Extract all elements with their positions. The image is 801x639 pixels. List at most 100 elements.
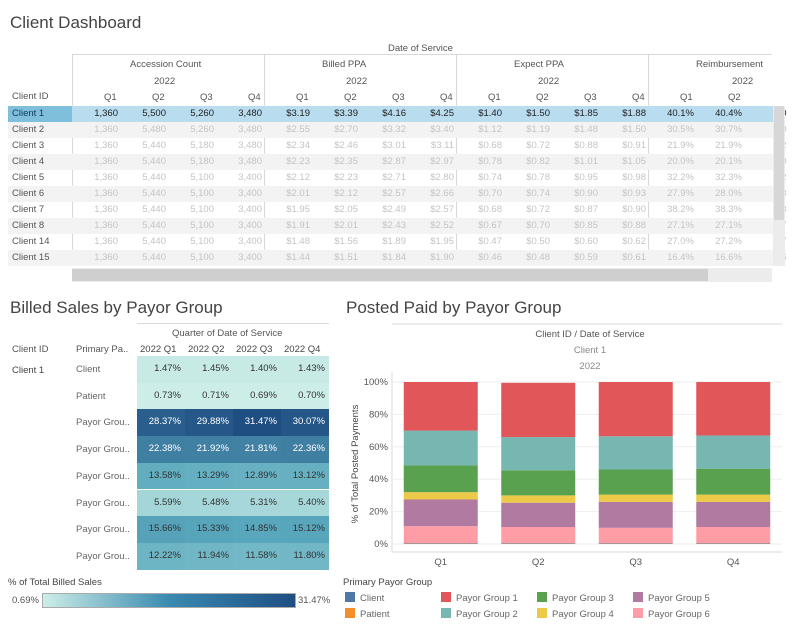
client-id[interactable]: Client 14 [12,236,50,247]
pp-legend-item[interactable]: Payor Group 6 [633,608,710,620]
hm-cell[interactable]: 11.58% [233,542,281,570]
pp-bar-segment[interactable] [403,526,478,544]
pp-legend-item[interactable]: Client [345,592,384,604]
pp-legend-item[interactable]: Payor Group 3 [537,592,614,604]
hm-cell[interactable]: 13.29% [185,462,233,490]
hm-cell[interactable]: 0.73% [137,382,185,410]
crosstab-row[interactable]: Client 5 1,360 5,440 5,100 3,400 $2.12 $2.23 $2… [8,170,787,186]
hm-cell[interactable]: 5.48% [185,489,233,517]
crosstab-row[interactable]: Client 14 1,360 5,440 5,100 3,400 $1.48 $1.56 $… [8,234,787,250]
pp-bar-segment[interactable] [501,495,576,503]
pp-bar-segment[interactable] [598,382,673,437]
client-id-header: Client ID [12,91,49,102]
client-id[interactable]: Client 3 [12,140,45,151]
crosstab-row[interactable]: Client 1 1,360 5,500 5,260 3,480 $3.19 $3.39 $4… [8,106,787,122]
client-id[interactable]: Client 2 [12,124,45,135]
crosstab-cell: $2.23 [334,172,358,183]
quarter-header: Q3 [584,92,597,103]
pp-bar-segment[interactable] [598,527,673,544]
hm-cell[interactable]: 5.59% [137,489,185,517]
pp-bar-segment[interactable] [696,382,771,436]
pp-bar-segment[interactable] [501,470,576,496]
pp-bar-segment[interactable] [501,437,576,471]
crosstab-row[interactable]: Client 15 1,360 5,440 5,100 3,400 $1.44 $1.51 $… [8,250,787,266]
pp-bar-segment[interactable] [501,382,576,438]
hm-cell[interactable]: 11.80% [281,542,329,570]
crosstab-row[interactable]: Client 2 1,360 5,480 5,260 3,480 $2.55 $2.70 $3… [8,122,787,138]
crosstab-vscroll-thumb[interactable] [774,106,784,220]
pp-legend-label: Payor Group 6 [648,609,710,620]
hm-cell[interactable]: 12.22% [137,542,185,570]
hm-cell[interactable]: 22.36% [281,436,329,463]
pp-bar-segment[interactable] [598,436,673,470]
hm-cell[interactable]: 21.92% [185,436,233,463]
pp-bar-segment[interactable] [403,492,478,500]
hm-cell[interactable]: 15.33% [185,516,233,543]
crosstab-row[interactable]: Client 7 1,360 5,440 5,100 3,400 $1.95 $2.05 $2… [8,202,787,218]
client-id[interactable]: Client 7 [12,204,45,215]
pp-xtick: Q3 [629,557,642,568]
hm-cell[interactable]: 28.37% [137,409,185,437]
pp-legend-item[interactable]: Payor Group 2 [441,608,518,620]
pp-bar-segment[interactable] [696,468,771,495]
crosstab-hscrollbar[interactable] [72,268,772,282]
pp-bar-segment[interactable] [696,435,771,469]
hm-cell[interactable]: 1.45% [185,356,233,383]
hm-cell[interactable]: 0.70% [281,382,329,410]
hm-cell[interactable]: 22.38% [137,436,185,463]
hm-cell[interactable]: 31.47% [233,409,281,437]
hm-cell[interactable]: 5.31% [233,489,281,517]
crosstab-cell: 3,400 [238,220,262,231]
crosstab-row[interactable]: Client 6 1,360 5,440 5,100 3,400 $2.01 $2.12 $2… [8,186,787,202]
crosstab-cell: 38.2% [667,204,694,215]
crosstab-cell: $0.88 [622,220,646,231]
hm-cell[interactable]: 0.71% [185,382,233,410]
client-id[interactable]: Client 15 [12,252,50,263]
pp-bar-segment[interactable] [696,526,771,544]
hm-cell[interactable]: 13.58% [137,462,185,490]
pp-legend-label: Payor Group 2 [456,609,518,620]
crosstab-cell: 21.9% [667,140,694,151]
hm-cell[interactable]: 15.66% [137,516,185,543]
hm-cell[interactable]: 15.12% [281,516,329,543]
client-id[interactable]: Client 8 [12,220,45,231]
quarter-header: Q1 [680,92,693,103]
pp-bar-segment[interactable] [696,494,771,502]
pp-bar-segment[interactable] [403,430,478,466]
hm-cell[interactable]: 30.07% [281,409,329,437]
hm-cell[interactable]: 12.89% [233,462,281,490]
pp-legend-item[interactable]: Payor Group 1 [441,592,518,604]
crosstab-row[interactable]: Client 4 1,360 5,440 5,180 3,480 $2.23 $2.35 $2… [8,154,787,170]
client-id[interactable]: Client 5 [12,172,45,183]
pp-bar-segment[interactable] [403,465,478,493]
pp-bar-segment[interactable] [403,382,478,431]
pp-bar-segment[interactable] [598,494,673,502]
hm-cell[interactable]: 13.12% [281,462,329,490]
client-id[interactable]: Client 1 [8,106,72,122]
crosstab-hscroll-thumb[interactable] [72,269,708,281]
hm-cell[interactable]: 5.40% [281,489,329,517]
crosstab-row[interactable]: Client 8 1,360 5,440 5,100 3,400 $1.91 $2.01 $2… [8,218,787,234]
hm-cell[interactable]: 1.47% [137,356,185,383]
hm-cell[interactable]: 11.94% [185,542,233,570]
pp-legend-item[interactable]: Patient [345,608,390,620]
pp-bar-segment[interactable] [403,499,478,527]
crosstab-row[interactable]: Client 3 1,360 5,440 5,180 3,480 $2.34 $2.46 $3… [8,138,787,154]
quarter-header: Q2 [728,92,741,103]
pp-bar-segment[interactable] [501,526,576,544]
pp-bar-segment[interactable] [598,469,673,495]
crosstab-vscrollbar[interactable] [773,106,785,266]
hm-cell[interactable]: 1.40% [233,356,281,383]
hm-cell[interactable]: 21.81% [233,436,281,463]
pp-bar-segment[interactable] [598,501,673,528]
client-id[interactable]: Client 4 [12,156,45,167]
pp-bar-segment[interactable] [501,502,576,527]
pp-legend-item[interactable]: Payor Group 5 [633,592,710,604]
hm-cell[interactable]: 0.69% [233,382,281,410]
hm-cell[interactable]: 1.43% [281,356,329,383]
pp-legend-item[interactable]: Payor Group 4 [537,608,614,620]
hm-cell[interactable]: 29.88% [185,409,233,437]
hm-cell[interactable]: 14.85% [233,516,281,543]
client-id[interactable]: Client 6 [12,188,45,199]
pp-bar-segment[interactable] [696,501,771,527]
